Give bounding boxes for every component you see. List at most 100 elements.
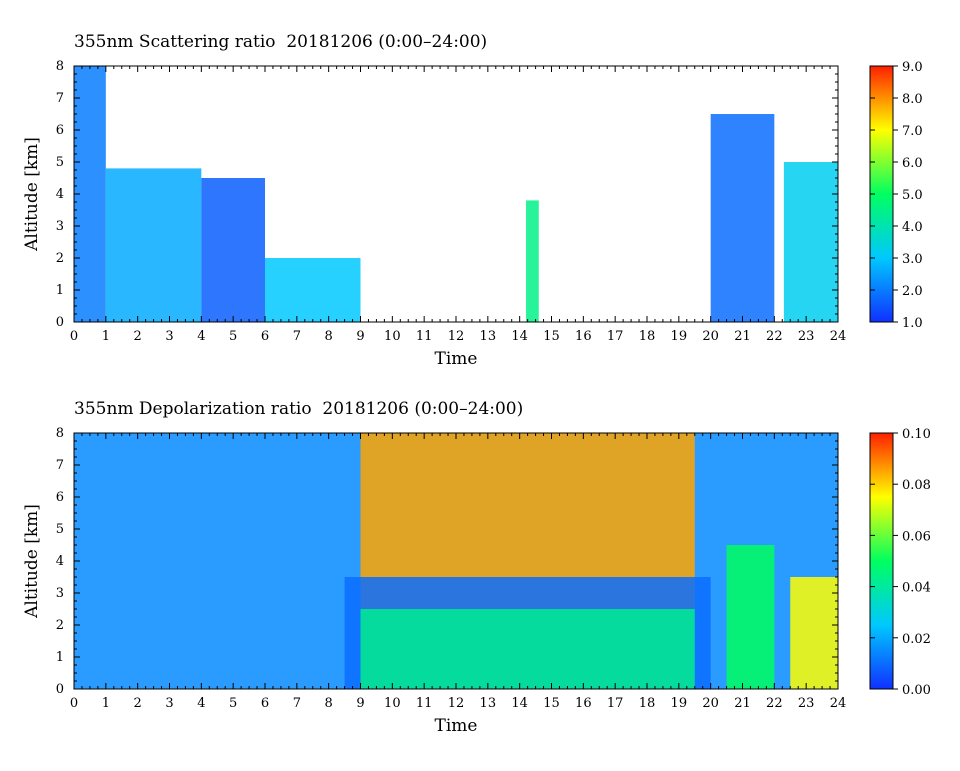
x-tick-label: 7 — [293, 329, 301, 344]
x-tick-label: 4 — [197, 696, 205, 711]
x-tick-label: 11 — [416, 696, 433, 711]
colorbar-tick-label: 0.10 — [902, 427, 931, 442]
x-tick-label: 3 — [165, 329, 173, 344]
depolarization-ratio-panel: 355nm Depolarization ratio 20181206 (0:0… — [0, 367, 960, 767]
colorbar-tick-label: 3.0 — [902, 252, 923, 267]
x-axis-label: Time — [435, 716, 478, 736]
x-tick-label: 23 — [798, 329, 815, 344]
y-tick-label: 8 — [56, 426, 64, 441]
x-tick-label: 1 — [102, 696, 110, 711]
colorbar-tick-label: 4.0 — [902, 220, 923, 235]
colorbar-tick-label: 9.0 — [902, 60, 923, 75]
x-tick-label: 2 — [134, 329, 142, 344]
colorbar-tick-label: 6.0 — [902, 156, 923, 171]
colorbar-tick-label: 0.00 — [902, 683, 931, 698]
colorbar-tick-label: 5.0 — [902, 188, 923, 203]
x-tick-label: 1 — [102, 329, 110, 344]
x-tick-label: 13 — [480, 329, 497, 344]
y-tick-label: 4 — [56, 187, 64, 202]
x-tick-label: 6 — [261, 329, 269, 344]
y-tick-label: 8 — [56, 59, 64, 74]
x-tick-label: 24 — [830, 696, 847, 711]
x-tick-label: 6 — [261, 696, 269, 711]
heatmap-cell — [726, 545, 775, 689]
y-tick-label: 6 — [56, 123, 64, 138]
x-tick-label: 4 — [197, 329, 205, 344]
x-tick-label: 2 — [134, 696, 142, 711]
colorbar-tick-label: 8.0 — [902, 92, 923, 107]
x-tick-label: 5 — [229, 329, 237, 344]
x-tick-label: 0 — [70, 329, 78, 344]
y-axis-label: Altitude [km] — [22, 504, 42, 619]
x-tick-label: 10 — [384, 696, 401, 711]
y-tick-label: 5 — [56, 155, 64, 170]
x-tick-label: 20 — [702, 329, 719, 344]
scattering-ratio-title: 355nm Scattering ratio 20181206 (0:00–24… — [74, 32, 488, 52]
x-tick-label: 18 — [639, 329, 656, 344]
y-tick-label: 1 — [56, 283, 64, 298]
depolarization-ratio-title: 355nm Depolarization ratio 20181206 (0:0… — [74, 399, 524, 419]
x-tick-label: 17 — [607, 329, 624, 344]
heatmap-cell — [790, 577, 838, 689]
depolarization-ratio-chart: 0 1 2 3 4 5 6 7 8 9 10 11 12 13 14 15 16 17 18 19 20 21 22 23 24… — [22, 426, 931, 736]
y-tick-label: 2 — [56, 251, 64, 266]
x-tick-label: 12 — [448, 696, 465, 711]
x-tick-label: 14 — [511, 696, 528, 711]
x-tick-label: 17 — [607, 696, 624, 711]
heatmap-layer — [74, 66, 838, 322]
x-tick-label: 14 — [511, 329, 528, 344]
x-tick-label: 23 — [798, 696, 815, 711]
x-tick-label: 20 — [702, 696, 719, 711]
scattering-ratio-chart: 0 1 2 3 4 5 6 7 8 9 10 11 12 13 14 15 16 17 18 19 20 21 22 23 24… — [22, 59, 923, 369]
heatmap-cell — [105, 168, 202, 322]
x-tick-label: 16 — [575, 329, 592, 344]
x-tick-label: 5 — [229, 696, 237, 711]
x-axis-label: Time — [435, 349, 478, 369]
x-tick-label: 15 — [543, 329, 560, 344]
x-tick-label: 21 — [734, 329, 751, 344]
colorbar-tick-label: 0.06 — [902, 529, 931, 544]
y-tick-label: 1 — [56, 650, 64, 665]
colorbar-tick-label: 0.02 — [902, 632, 931, 647]
x-tick-label: 10 — [384, 329, 401, 344]
y-tick-label: 5 — [56, 522, 64, 537]
colorbar-tick-label: 0.08 — [902, 478, 931, 493]
colorbar-tick-label: 2.0 — [902, 284, 923, 299]
x-tick-label: 15 — [543, 696, 560, 711]
scattering-ratio-panel: 355nm Scattering ratio 20181206 (0:00–24… — [0, 0, 960, 385]
x-tick-label: 13 — [480, 696, 497, 711]
x-tick-label: 8 — [325, 696, 333, 711]
heatmap-cell — [265, 258, 361, 322]
colorbar-tick-label: 7.0 — [902, 124, 923, 139]
heatmap-cell — [201, 178, 265, 322]
x-tick-label: 16 — [575, 696, 592, 711]
x-tick-label: 0 — [70, 696, 78, 711]
x-tick-label: 19 — [671, 696, 688, 711]
x-tick-label: 21 — [734, 696, 751, 711]
colorbar — [869, 432, 894, 690]
heatmap-layer — [74, 433, 838, 689]
y-tick-label: 3 — [56, 586, 64, 601]
x-tick-label: 11 — [416, 329, 433, 344]
y-tick-label: 7 — [56, 91, 64, 106]
y-tick-label: 3 — [56, 219, 64, 234]
x-tick-label: 19 — [671, 329, 688, 344]
x-tick-label: 22 — [766, 696, 783, 711]
x-tick-label: 7 — [293, 696, 301, 711]
x-tick-label: 8 — [325, 329, 333, 344]
heatmap-cell — [783, 162, 838, 322]
heatmap-cell — [526, 200, 539, 322]
colorbar-tick-label: 1.0 — [902, 316, 923, 331]
y-tick-label: 6 — [56, 490, 64, 505]
x-tick-label: 9 — [356, 329, 364, 344]
heatmap-cell — [360, 609, 695, 689]
y-tick-label: 0 — [56, 315, 64, 330]
x-tick-label: 24 — [830, 329, 847, 344]
y-tick-label: 7 — [56, 458, 64, 473]
x-tick-label: 9 — [356, 696, 364, 711]
y-axis-label: Altitude [km] — [22, 137, 42, 252]
y-tick-label: 0 — [56, 682, 64, 697]
x-tick-label: 12 — [448, 329, 465, 344]
x-tick-label: 18 — [639, 696, 656, 711]
colorbar-tick-label: 0.04 — [902, 581, 931, 596]
